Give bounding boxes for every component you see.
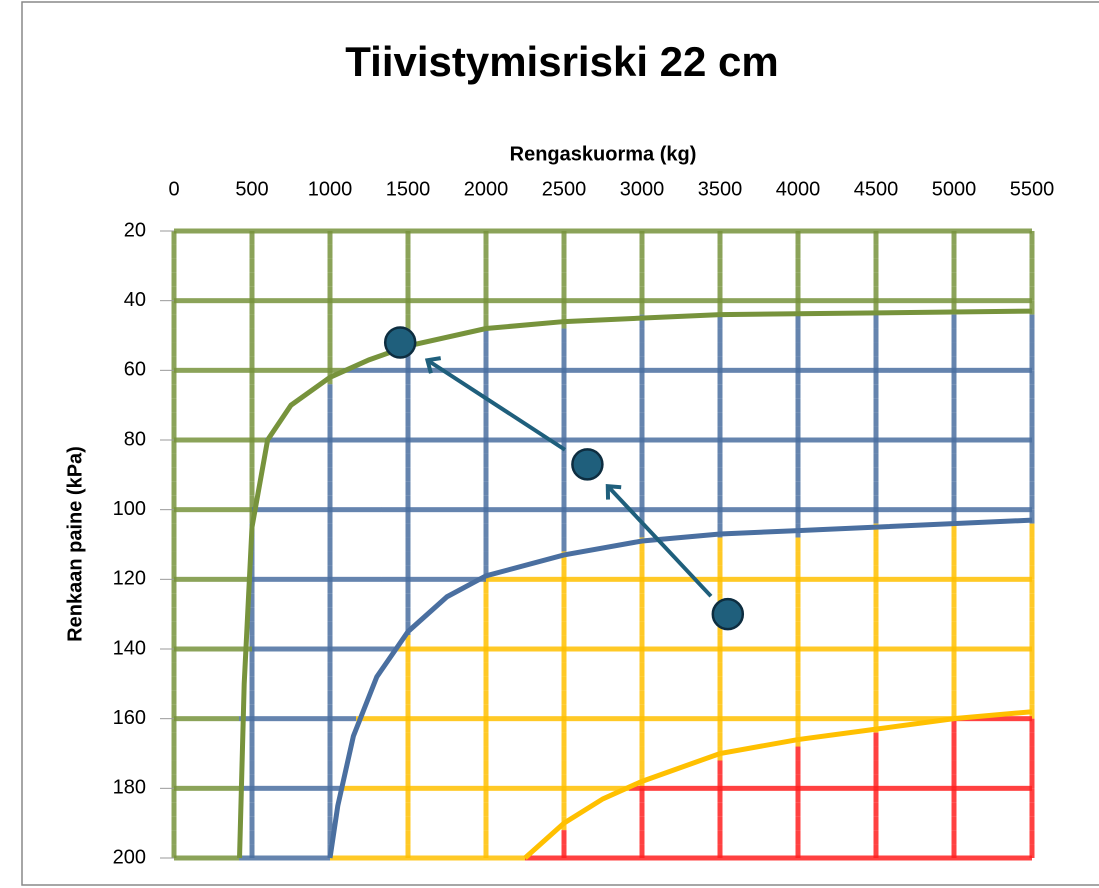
zone-boundary: [327, 517, 1033, 859]
marks: [237, 308, 1033, 860]
chart-border: [21, 1, 1099, 886]
grid: [160, 228, 1035, 861]
x-tick-label: 1000: [308, 178, 353, 200]
x-axis-title: Rengaskuorma (kg): [510, 143, 697, 165]
y-tick-label: 60: [124, 359, 146, 381]
x-tick-label: 0: [168, 178, 179, 200]
x-tick-label: 5500: [1010, 178, 1055, 200]
arrow: [424, 356, 567, 452]
y-tick-label: 80: [124, 428, 146, 450]
y-tick-label: 180: [113, 777, 146, 799]
y-tick-label: 100: [113, 498, 146, 520]
zone-boundary: [523, 709, 1033, 860]
y-axis-title: Renkaan paine (kPa): [64, 446, 86, 642]
data-point: [711, 597, 745, 631]
arrow: [605, 483, 713, 598]
x-tick-label: 4000: [776, 178, 821, 200]
x-tick-label: 4500: [854, 178, 899, 200]
y-tick-label: 40: [124, 289, 146, 311]
y-tick-label: 120: [113, 568, 146, 590]
x-tick-label: 2000: [464, 178, 509, 200]
data-point: [383, 326, 417, 359]
x-tick-label: 500: [235, 178, 268, 200]
x-tick-label: 5000: [932, 178, 977, 200]
x-tick-label: 2500: [542, 178, 587, 200]
chart-title: Tiivistymisriski 22 cm: [345, 38, 779, 85]
x-tick-label: 1500: [386, 178, 431, 200]
data-point: [571, 448, 604, 481]
x-tick-label: 3000: [620, 178, 665, 200]
y-tick-label: 140: [113, 637, 146, 659]
zone-boundary: [237, 308, 1033, 859]
x-tick-label: 3500: [698, 178, 743, 200]
y-tick-label: 200: [113, 846, 146, 868]
y-tick-label: 160: [113, 707, 146, 729]
y-tick-label: 20: [124, 219, 146, 241]
